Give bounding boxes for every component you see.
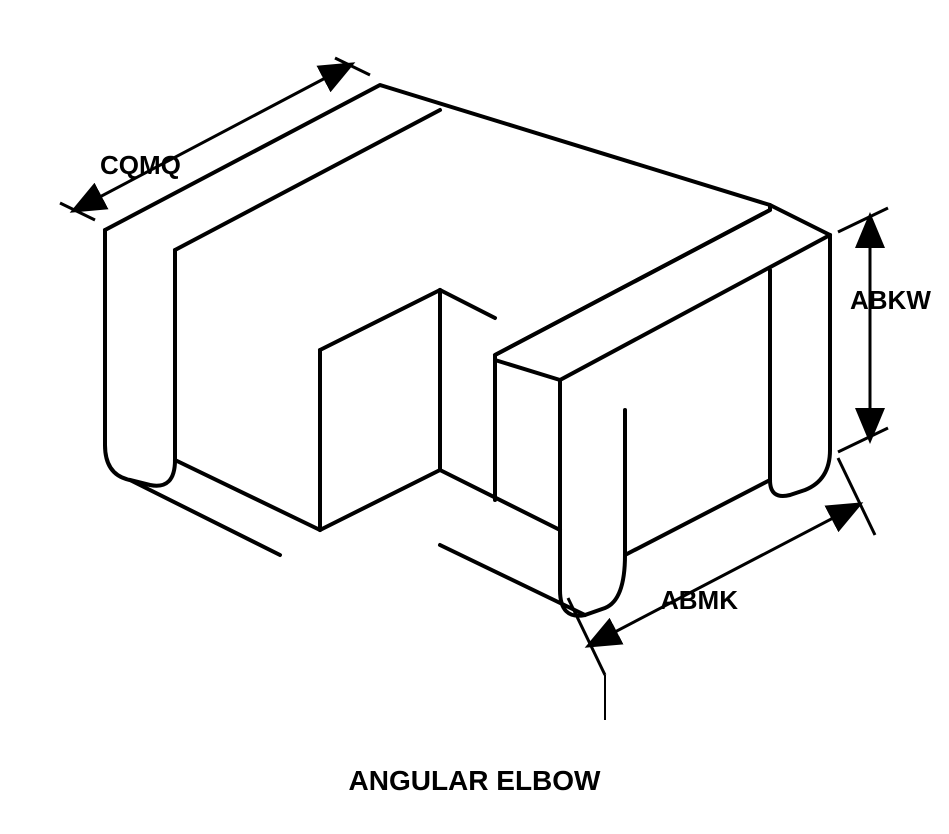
- diagram-title: ANGULAR ELBOW: [0, 765, 949, 797]
- dimension-label-abkw: ABKW: [850, 285, 931, 316]
- dimension-label-cqmq: CQMQ: [100, 150, 181, 181]
- angular-elbow-diagram: CQMQ ABKW ABMK ANGULAR ELBOW: [0, 0, 949, 829]
- isometric-drawing: [0, 0, 949, 829]
- dimension-label-abmk: ABMK: [660, 585, 738, 616]
